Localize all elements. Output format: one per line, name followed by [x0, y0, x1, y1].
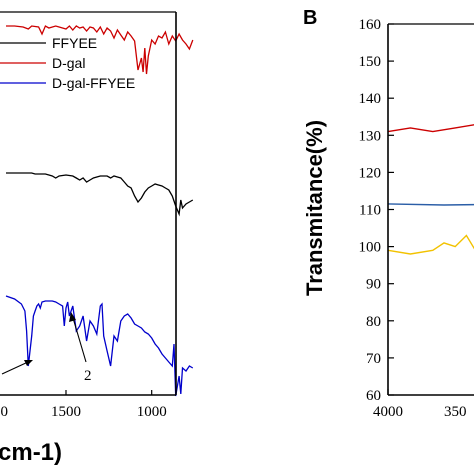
panel-a-frame	[0, 11, 177, 396]
panel-a-annotations: 2	[1, 312, 92, 384]
panel-b-y-tick-label-110: 110	[359, 203, 381, 219]
panel-b-x-tick-label-3500: 350	[444, 404, 467, 420]
panel-a-legend: FFYEE D-gal D-gal-FFYEE	[0, 35, 135, 91]
panel-a-x-axis-label: cm-1)	[0, 439, 62, 466]
panel-b-series-2	[387, 203, 474, 206]
panel-b-letter: B	[303, 7, 317, 29]
panel-b-ticks: 60 70 80 90 100 110 120 130 140 150 160 4000 350	[359, 17, 467, 420]
panel-b-y-tick-label-130: 130	[359, 128, 382, 144]
panel-a-x-axis-label-text: cm-1)	[0, 439, 62, 466]
panel-a-series-ffyee	[6, 172, 194, 217]
legend-label-d-gal-ffyee: D-gal-FFYEE	[52, 75, 135, 91]
panel-a-x-tick-label-partial: 2000	[0, 404, 8, 420]
panel-b-y-tick-label-100: 100	[359, 240, 382, 256]
panel-a-series-group	[5, 25, 194, 397]
panel-b-y-tick-label-90: 90	[366, 277, 381, 293]
annotation-label-2: 2	[84, 368, 92, 384]
panel-b-x-tick-label-4000: 4000	[373, 404, 403, 420]
panel-a: 1500 1000 2000 FFYEE D-gal D-gal-FFYEE 2 c…	[0, 11, 194, 466]
panel-b-y-tick-label-140: 140	[359, 91, 382, 107]
panel-b-y-tick-label-160: 160	[359, 17, 382, 33]
panel-a-x-tick-label-1500: 1500	[51, 404, 81, 420]
annotation-arrow-2-head	[69, 312, 76, 322]
panel-b-y-tick-label-70: 70	[366, 351, 381, 367]
panel-b-y-tick-label-60: 60	[366, 388, 381, 404]
panel-a-x-tick-label-1000: 1000	[137, 404, 167, 420]
panel-a-series-d-gal	[6, 25, 194, 75]
annotation-arrow-1-head	[24, 360, 33, 366]
legend-label-d-gal: D-gal	[52, 55, 85, 71]
panel-b-series-3	[387, 234, 474, 255]
annotation-arrow-1	[1, 361, 29, 375]
panel-a-ticks: 1500 1000 2000	[0, 390, 167, 420]
annotation-arrow-2	[72, 317, 87, 363]
panel-b-series-1	[387, 124, 474, 133]
panel-b: B Transmitance(%) 60 70 80 90 100 110 120 130 14…	[302, 7, 474, 420]
panel-b-y-axis-label: Transmitance(%)	[302, 120, 327, 296]
panel-b-y-tick-label-150: 150	[359, 54, 382, 70]
panel-b-series-group	[387, 124, 474, 255]
panel-b-y-tick-label-80: 80	[366, 314, 381, 330]
panel-a-series-d-gal-ffyee	[5, 295, 194, 397]
panel-b-y-tick-label-120: 120	[359, 165, 382, 181]
legend-label-ffyee: FFYEE	[52, 35, 97, 51]
